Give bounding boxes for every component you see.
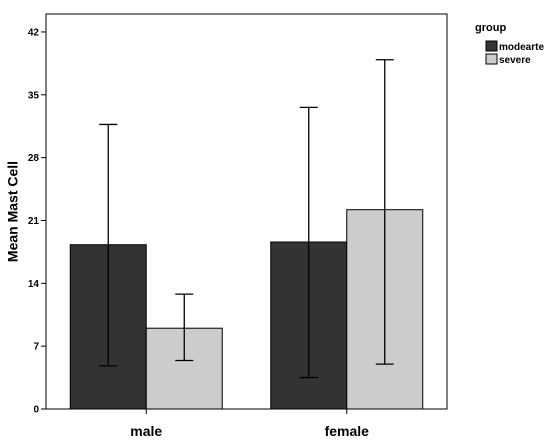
x-axis: male female: [130, 409, 369, 439]
y-axis-title: Mean Mast Cell: [5, 161, 21, 262]
y-tick-label: 14: [28, 279, 40, 290]
y-tick-label: 0: [33, 405, 39, 416]
y-axis: 0 7 14 21 28 35 42: [28, 27, 46, 416]
legend-label-modearte: modearte: [499, 42, 544, 53]
error-bars-group: [99, 59, 394, 379]
y-tick-label: 28: [28, 153, 40, 164]
legend-swatch-modearte: [485, 40, 498, 52]
legend-label-severe: severe: [499, 55, 531, 66]
plot-area: [45, 13, 448, 410]
legend-swatch-severe: [485, 53, 498, 65]
y-tick-label: 35: [28, 90, 40, 101]
y-tick-label: 7: [33, 342, 39, 353]
y-tick-label: 42: [28, 27, 40, 38]
x-tick-label: male: [130, 423, 162, 439]
legend: group modearte severe: [475, 22, 544, 66]
x-tick-label: female: [325, 423, 370, 439]
legend-title: group: [475, 22, 506, 34]
bars-group: [69, 209, 424, 410]
y-tick-label: 21: [28, 216, 40, 227]
